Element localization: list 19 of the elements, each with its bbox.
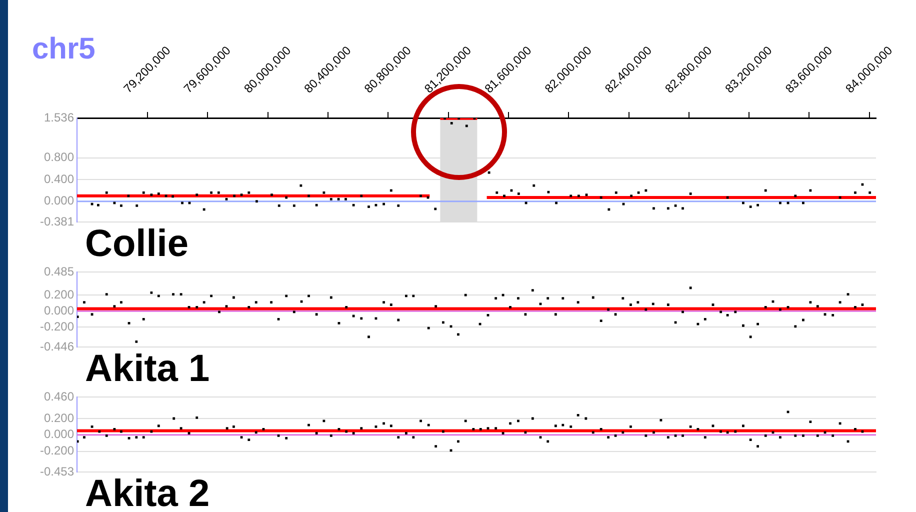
y-tick-label: 0.200 xyxy=(44,410,74,425)
x-axis-title: chr5 xyxy=(32,32,96,66)
y-tick-label: 0.485 xyxy=(44,264,74,279)
y-tick-label: 0.000 xyxy=(44,194,74,208)
y-tick-label: -0.453 xyxy=(40,464,74,478)
y-tick-label: -0.200 xyxy=(40,444,74,458)
y-tick-label: 0.000 xyxy=(44,303,74,318)
text: Collie xyxy=(85,223,188,265)
text: Akita 1 xyxy=(85,348,210,390)
y-tick-label: 0.000 xyxy=(44,427,74,442)
text: Akita 2 xyxy=(85,473,210,512)
y-tick-label: -0.200 xyxy=(40,320,74,334)
y-tick-label: 0.460 xyxy=(44,390,74,404)
y-tick-label: 1.536 xyxy=(44,110,74,124)
y-tick-label: 0.400 xyxy=(44,172,74,186)
y-tick-label: -0.446 xyxy=(40,339,74,354)
y-tick-label: 0.800 xyxy=(44,150,74,164)
y-tick-label: -0.381 xyxy=(40,214,74,228)
y-tick-label: 0.200 xyxy=(44,287,74,302)
